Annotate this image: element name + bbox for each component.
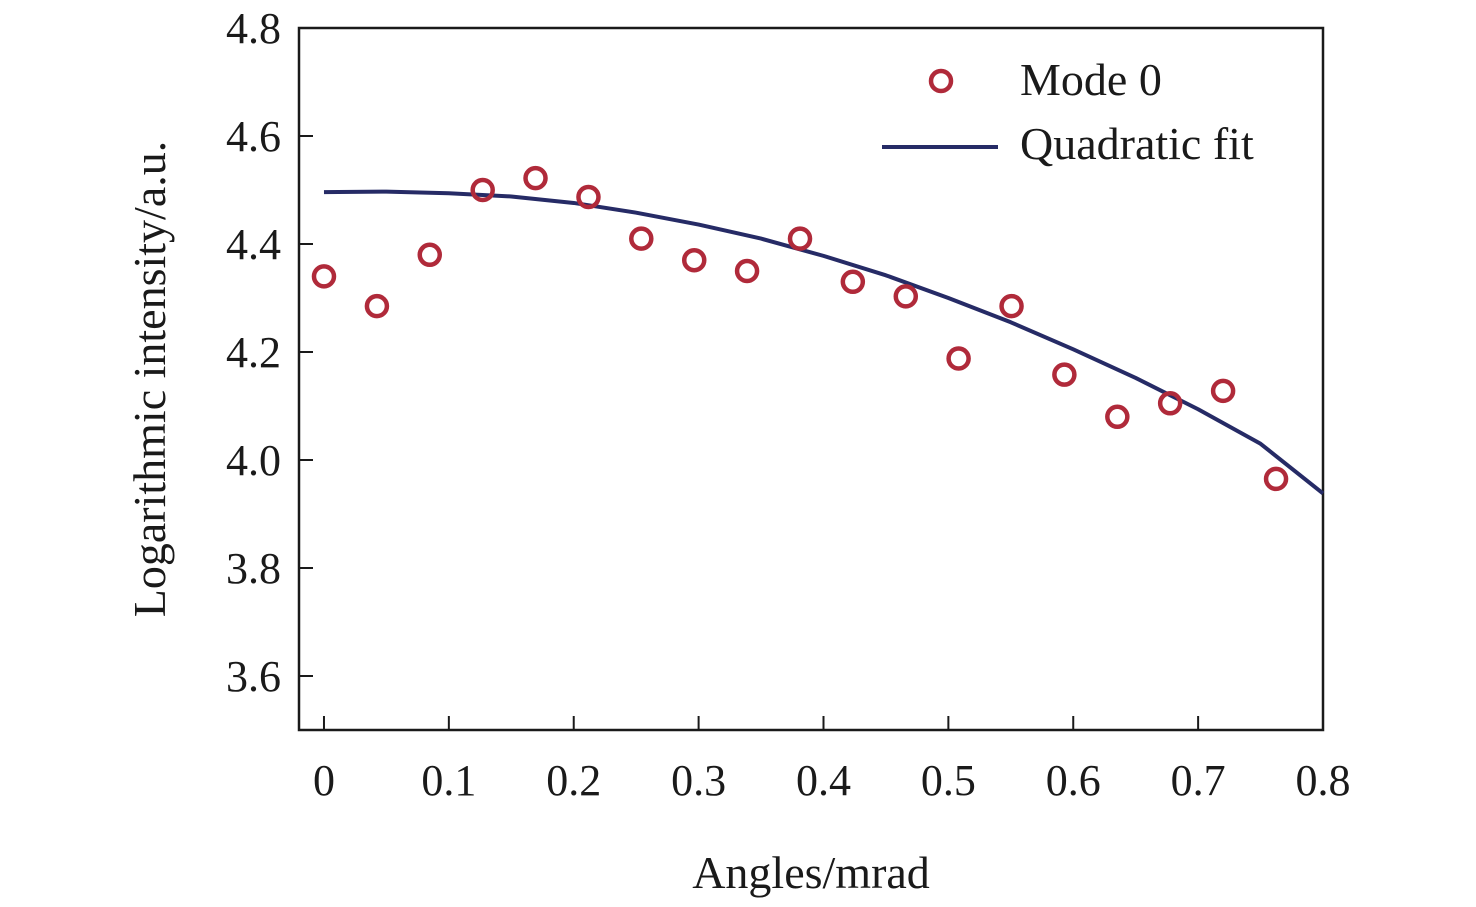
legend-marker-mode-0 bbox=[928, 68, 954, 94]
plot-frame bbox=[297, 26, 1325, 732]
x-axis-ticks: 0 0.1 0.2 0.3 0.4 0.5 0.6 0.7 0.8 bbox=[313, 716, 1351, 805]
x-tick-label: 0.7 bbox=[1171, 756, 1226, 805]
mode-0-point bbox=[681, 247, 707, 273]
x-tick-label: 0.4 bbox=[796, 756, 851, 805]
mode-0-point bbox=[417, 242, 442, 268]
mode-0-point bbox=[629, 226, 654, 251]
x-tick-label: 0.8 bbox=[1296, 756, 1351, 805]
y-tick-label: 4.6 bbox=[226, 112, 281, 161]
y-axis-title: Logarithmic intensity/a.u. bbox=[124, 141, 175, 618]
mode-0-point bbox=[576, 184, 601, 210]
x-tick-label: 0.6 bbox=[1046, 756, 1101, 805]
x-tick-label: 0.3 bbox=[671, 756, 726, 805]
legend-label-quadratic-fit: Quadratic fit bbox=[1020, 118, 1254, 169]
mode-0-point bbox=[311, 264, 337, 289]
x-tick-label: 0.5 bbox=[921, 756, 976, 805]
mode-0-point bbox=[523, 165, 548, 191]
legend-label-mode-0: Mode 0 bbox=[1020, 54, 1162, 105]
y-tick-label: 3.8 bbox=[226, 544, 281, 593]
mode-0-point bbox=[1157, 391, 1183, 416]
mode-0-point bbox=[470, 177, 495, 203]
y-tick-label: 3.6 bbox=[226, 652, 281, 701]
quadratic-fit-line bbox=[323, 189, 1325, 496]
mode-0-point bbox=[999, 293, 1024, 319]
x-axis-title: Angles/mrad bbox=[692, 847, 930, 898]
mode-0-point bbox=[787, 226, 813, 251]
x-tick-label: 0.2 bbox=[546, 756, 601, 805]
y-tick-label: 4.4 bbox=[226, 220, 281, 269]
y-axis-ticks: 3.6 3.8 4.0 4.2 4.4 4.6 4.8 bbox=[226, 4, 313, 701]
mode-0-point bbox=[840, 269, 866, 295]
plot-area bbox=[311, 165, 1325, 496]
legend: Mode 0 Quadratic fit bbox=[882, 54, 1254, 169]
mode-0-point bbox=[1105, 404, 1130, 430]
mode-0-point bbox=[946, 346, 971, 371]
mode-0-point bbox=[1052, 362, 1077, 387]
x-tick-label: 0 bbox=[313, 756, 335, 805]
mode-0-point bbox=[364, 293, 390, 319]
mode-0-point bbox=[893, 284, 919, 309]
mode-0-point bbox=[734, 258, 760, 284]
mode-0-point bbox=[1263, 466, 1289, 492]
y-tick-label: 4.8 bbox=[226, 4, 281, 53]
x-tick-label: 0.1 bbox=[421, 756, 476, 805]
mode-0-point bbox=[1210, 378, 1236, 404]
y-tick-label: 4.0 bbox=[226, 436, 281, 485]
y-tick-label: 4.2 bbox=[226, 328, 281, 377]
